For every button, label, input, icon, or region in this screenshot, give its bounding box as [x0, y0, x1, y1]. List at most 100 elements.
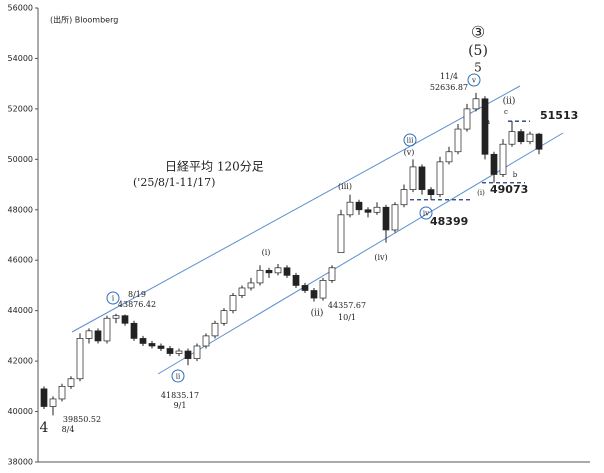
annotation: a: [486, 118, 490, 126]
candle-body: [463, 108, 471, 130]
candle-body: [508, 131, 516, 145]
source: (出所) Bloomberg: [50, 15, 118, 25]
annotation: (iii): [338, 182, 352, 191]
candle-body: [175, 350, 183, 354]
candle-body: [400, 189, 408, 206]
wave-label: iv: [423, 210, 429, 218]
candle-body: [94, 330, 102, 342]
candle-body: [391, 204, 399, 231]
candle-body: [229, 295, 237, 312]
chart-title: 日経平均 120分足: [165, 160, 264, 174]
candle-body: [184, 350, 192, 359]
wave-label: i: [112, 295, 115, 303]
candle-body: [238, 287, 246, 296]
candle-body: [499, 143, 507, 175]
annotation: (i): [262, 248, 271, 257]
candle-body: [454, 128, 462, 153]
annotation: 11/4: [440, 72, 458, 81]
candle-body: [121, 315, 129, 324]
y-tick-label: 52000: [8, 104, 33, 113]
wave-circle: [419, 206, 433, 220]
y-tick-label: 42000: [8, 357, 33, 366]
candle-body: [130, 322, 138, 339]
wave-circle: [467, 73, 481, 87]
annotation: (v): [404, 148, 415, 157]
candle-body: [382, 206, 390, 231]
candle-body: [193, 345, 201, 359]
candle-body: [40, 388, 48, 407]
annotation: (ii): [503, 96, 516, 107]
annotation: 39850.52: [63, 415, 101, 424]
candle-body: [283, 267, 291, 276]
wave-circle: [171, 369, 185, 383]
candle-body: [148, 343, 156, 347]
candle-body: [85, 330, 93, 339]
annotation: (iv): [374, 253, 387, 262]
wave-label: v: [471, 77, 476, 85]
candle-body: [409, 166, 417, 190]
candle-body: [535, 133, 543, 150]
candle-body: [364, 209, 372, 213]
level-label: 48399: [430, 215, 468, 228]
candle-body: [265, 269, 273, 274]
annotation: 43876.42: [118, 300, 156, 309]
candle-body: [481, 98, 489, 155]
candle-body: [58, 385, 66, 400]
candle-body: [274, 267, 282, 274]
annotation: 10/1: [338, 313, 356, 322]
level-label: 51513: [540, 109, 578, 122]
y-tick-label: 46000: [8, 256, 33, 265]
y-tick-label: 50000: [8, 155, 33, 164]
candle-body: [103, 317, 111, 342]
y-tick-label: 48000: [8, 205, 33, 214]
candle-body: [346, 201, 354, 216]
annotation: 8/19: [128, 290, 146, 299]
candle-body: [67, 378, 75, 387]
y-tick-label: 40000: [8, 407, 33, 416]
candle-body: [247, 282, 255, 289]
level-label: 49073: [490, 183, 528, 196]
candle-body: [202, 335, 210, 347]
channel-upper: [71, 85, 521, 333]
candle-body: [427, 189, 435, 195]
annotation: (ii): [311, 308, 324, 319]
annotation: ③: [471, 23, 485, 42]
annotation: 4: [40, 420, 49, 436]
y-tick-label: 54000: [8, 54, 33, 63]
candle-body: [166, 348, 174, 354]
candle-body: [418, 166, 426, 190]
candle-body: [436, 161, 444, 195]
y-tick-label: 56000: [8, 4, 33, 13]
y-tick-label: 44000: [8, 306, 33, 315]
candle-body: [301, 285, 309, 291]
candle-body: [472, 98, 480, 110]
annotation: 9/1: [174, 401, 187, 410]
candle-body: [49, 398, 57, 407]
annotation: 52636.87: [430, 83, 468, 92]
candle-body: [328, 267, 336, 281]
candle-body: [319, 280, 327, 299]
wave-label: iii: [407, 137, 414, 145]
wave-circle: [403, 133, 417, 147]
candle-body: [355, 201, 363, 211]
annotation: c: [504, 108, 508, 116]
candle-body: [310, 290, 318, 299]
candle-body: [220, 310, 228, 324]
wave-circle: [106, 291, 120, 305]
annotation: 5: [474, 61, 482, 75]
annotation: 8/4: [62, 425, 75, 434]
candle-body: [337, 214, 345, 254]
candle-body: [373, 206, 381, 213]
candle-body: [112, 315, 120, 319]
candle-body: [76, 338, 84, 380]
candle-body: [526, 133, 534, 143]
chart-subtitle: ('25/8/1-11/17): [133, 176, 215, 189]
candle-body: [211, 322, 219, 337]
candle-body: [157, 345, 165, 349]
candle-body: [445, 151, 453, 163]
candle-body: [517, 131, 525, 143]
annotation: 44357.67: [328, 301, 366, 310]
candle-body: [292, 275, 300, 286]
y-tick-label: 38000: [8, 458, 33, 467]
